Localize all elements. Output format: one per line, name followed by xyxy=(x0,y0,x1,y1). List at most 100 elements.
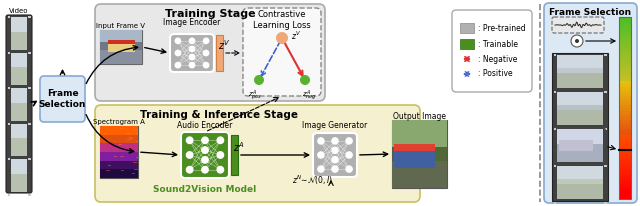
Bar xyxy=(11,53,27,85)
Text: $z^A_{neg}$: $z^A_{neg}$ xyxy=(301,88,316,103)
Bar xyxy=(108,40,135,52)
Bar xyxy=(554,128,556,130)
Bar xyxy=(133,143,136,144)
Circle shape xyxy=(332,138,338,144)
Bar xyxy=(619,166,631,169)
Circle shape xyxy=(189,38,195,43)
Bar xyxy=(115,126,119,128)
FancyBboxPatch shape xyxy=(552,17,604,33)
Bar xyxy=(619,172,631,175)
Bar xyxy=(619,26,631,30)
Bar xyxy=(557,110,603,125)
Circle shape xyxy=(217,152,223,158)
Bar xyxy=(619,69,631,72)
Text: Frame
Selection: Frame Selection xyxy=(39,89,86,109)
Bar xyxy=(604,91,607,93)
Bar xyxy=(619,141,631,145)
Bar xyxy=(557,129,603,142)
Circle shape xyxy=(202,147,208,153)
Circle shape xyxy=(202,166,208,173)
Bar xyxy=(392,120,447,188)
Bar xyxy=(557,147,603,162)
Bar xyxy=(604,202,607,204)
Circle shape xyxy=(254,75,264,85)
Bar xyxy=(126,172,130,173)
Bar xyxy=(619,169,631,172)
Bar xyxy=(28,16,31,18)
Text: Sound2Vision Model: Sound2Vision Model xyxy=(154,185,257,194)
Bar xyxy=(619,96,631,99)
Bar xyxy=(619,132,631,136)
Circle shape xyxy=(186,166,193,173)
Bar xyxy=(619,44,631,48)
Bar xyxy=(100,30,142,42)
Bar xyxy=(559,140,593,151)
Bar xyxy=(619,196,631,199)
Bar xyxy=(557,92,603,105)
Bar xyxy=(619,144,631,148)
Bar xyxy=(100,169,138,179)
Bar xyxy=(619,123,631,127)
Bar xyxy=(604,128,607,130)
Bar xyxy=(557,130,603,144)
Text: $z^A_{pos}$: $z^A_{pos}$ xyxy=(248,88,262,103)
Bar xyxy=(11,103,27,121)
Bar xyxy=(100,152,138,161)
Bar xyxy=(11,53,27,67)
Bar xyxy=(11,159,27,192)
Bar xyxy=(557,55,603,68)
Bar xyxy=(619,187,631,190)
Circle shape xyxy=(189,46,195,52)
Circle shape xyxy=(318,138,324,144)
Bar xyxy=(557,92,603,125)
Bar xyxy=(619,157,631,160)
Circle shape xyxy=(276,32,288,44)
Bar xyxy=(105,152,109,153)
Circle shape xyxy=(217,137,223,144)
Bar xyxy=(557,184,603,199)
Bar xyxy=(619,90,631,93)
Bar xyxy=(619,20,631,23)
Bar xyxy=(11,17,27,50)
Bar xyxy=(11,159,27,174)
Bar xyxy=(619,108,631,111)
Bar xyxy=(216,35,223,71)
Circle shape xyxy=(318,152,324,158)
Circle shape xyxy=(204,50,209,56)
Bar xyxy=(127,163,131,164)
Bar xyxy=(392,161,447,188)
Bar xyxy=(106,139,110,140)
Bar xyxy=(557,129,603,162)
Bar xyxy=(619,114,631,118)
Bar xyxy=(557,130,603,162)
Bar xyxy=(115,153,119,154)
Bar xyxy=(619,178,631,181)
Bar xyxy=(619,184,631,187)
Bar xyxy=(619,84,631,87)
Bar xyxy=(619,38,631,42)
Text: : Negative: : Negative xyxy=(478,55,517,63)
Bar xyxy=(619,99,631,102)
Bar xyxy=(619,60,631,63)
Bar xyxy=(619,105,631,109)
Text: Image Encoder: Image Encoder xyxy=(163,18,221,27)
Bar xyxy=(125,148,129,149)
Bar xyxy=(231,135,238,175)
Bar xyxy=(392,120,447,147)
Circle shape xyxy=(204,62,209,68)
FancyBboxPatch shape xyxy=(95,4,325,101)
Bar xyxy=(557,166,603,179)
Bar xyxy=(619,150,631,154)
Bar xyxy=(11,17,27,32)
Bar xyxy=(619,47,631,51)
Bar xyxy=(125,129,129,130)
Circle shape xyxy=(217,166,223,173)
Circle shape xyxy=(332,166,338,172)
Bar xyxy=(619,163,631,166)
Bar xyxy=(619,17,631,21)
Circle shape xyxy=(202,157,208,163)
Bar xyxy=(11,88,27,103)
Bar xyxy=(116,132,120,133)
Bar xyxy=(103,126,107,127)
Bar xyxy=(554,165,556,167)
